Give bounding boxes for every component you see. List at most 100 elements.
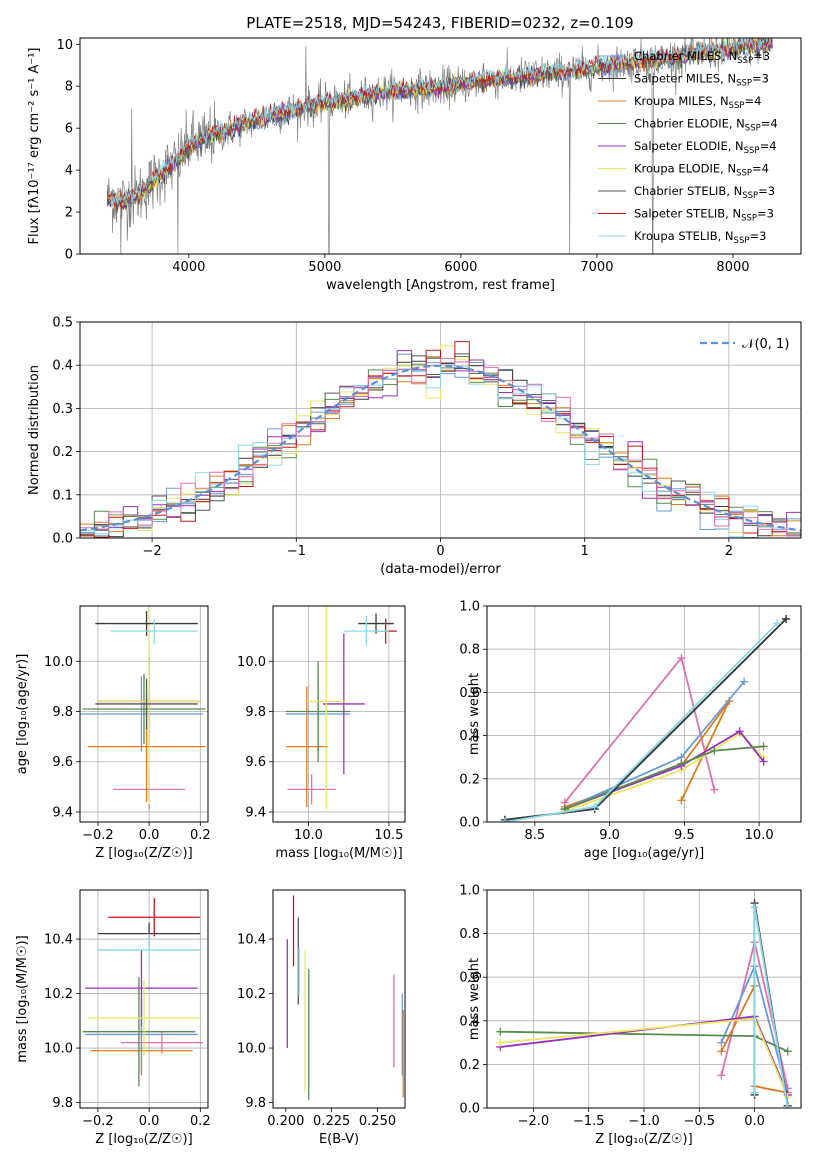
legend-subscript: SSP [736, 79, 752, 89]
weight-point-marker [717, 1047, 726, 1056]
y-tick-label: 0.8 [459, 643, 480, 658]
legend-entry: Chabrier STELIB, NSSP=3 [634, 184, 775, 201]
x-tick-label: 0.2 [190, 1114, 211, 1129]
legend-suffix: =4 [752, 162, 769, 176]
axes-frame [79, 321, 802, 539]
weight-point-marker [496, 1027, 505, 1036]
errorbar-point [85, 949, 198, 1027]
spectrum-model-line [106, 38, 773, 208]
y-tick-label: 6 [65, 122, 73, 137]
weight-point-marker [710, 785, 719, 794]
weight-point-marker [735, 727, 744, 736]
legend-entry: Kroupa STELIB, NSSP=3 [634, 229, 766, 246]
legend-entry: Kroupa ELODIE, NSSP=4 [634, 162, 769, 179]
y-tick-label: 10.2 [237, 987, 266, 1002]
legend-subscript: SSP [744, 146, 760, 156]
legend-text: Chabrier MILES, N [634, 49, 737, 63]
legend-suffix: =4 [761, 117, 778, 131]
errorbar-point [322, 633, 365, 775]
errorbar-point [97, 606, 201, 805]
y-tick-label: 0.4 [52, 359, 73, 374]
legend-entry: Salpeter STELIB, NSSP=3 [634, 207, 774, 224]
legend-entry: Kroupa MILES, NSSP=4 [634, 94, 761, 111]
errorbar-point [95, 611, 198, 637]
y-tick-label: 0.4 [459, 729, 480, 744]
weight-point-marker [677, 759, 686, 768]
y-tick-label: 10.0 [237, 1042, 266, 1057]
y-tick-label: 0.0 [459, 816, 480, 831]
y-tick-label: 0.3 [52, 402, 73, 417]
y-tick-label: 8 [65, 80, 73, 95]
y-tick-label: 9.4 [52, 805, 73, 820]
x-tick-label: 0.0 [139, 1114, 160, 1129]
weight-lines [496, 899, 792, 1108]
x-tick-label: −0.2 [82, 1114, 114, 1129]
y-tick-label: 9.8 [52, 705, 73, 720]
y-tick-label: 0.2 [459, 772, 480, 787]
weight-series-line [564, 730, 765, 810]
normal-reference-curve [80, 364, 801, 532]
x-tick-label: 8.5 [525, 828, 546, 843]
legend-subscript: SSP [741, 214, 757, 224]
x-tick-label: 9.0 [599, 828, 620, 843]
y-tick-label: 9.6 [52, 755, 73, 770]
spectrum-lines [106, 38, 773, 254]
legend-entry: Chabrier MILES, NSSP=3 [634, 49, 770, 66]
legend-subscript: SSP [745, 124, 761, 134]
errorbar-point [285, 661, 351, 762]
errorbar-point [87, 979, 201, 1057]
weight-point-marker [500, 818, 509, 822]
x-tick-label: 10.0 [745, 828, 774, 843]
errorbars [82, 898, 203, 1087]
axes-frame [272, 889, 406, 1109]
axes-frame [272, 605, 406, 823]
weight-point-marker [717, 1071, 726, 1080]
y-tick-label: 0.2 [52, 445, 73, 460]
x-axis-label: Z [log₁₀(Z/Z☉)] [95, 846, 192, 861]
weight-point-marker [783, 1104, 792, 1108]
legend-suffix: =3 [753, 49, 770, 63]
x-tick-label: 0.225 [313, 1114, 350, 1129]
x-tick-label: −1.0 [628, 1114, 660, 1129]
y-axis-label: age [log₁₀(age/yr)] [15, 654, 30, 775]
legend-text: Salpeter ELODIE, N [634, 139, 744, 153]
errorbar-point [120, 1031, 203, 1054]
axes-frame [486, 605, 802, 823]
figure-title: PLATE=2518, MJD=54243, FIBERID=0232, z=0… [246, 14, 633, 32]
y-tick-label: 9.6 [245, 755, 266, 770]
weight-point-marker [750, 1088, 759, 1097]
mass_vs_EBV-panel: 0.200 0.225 0.250 9.8 10.0 10.2 10.4 E(B-V) [237, 889, 406, 1147]
y-tick-label: 10.4 [237, 933, 266, 948]
mass_vs_Z-panel: −0.2 0.0 0.2 9.8 10.0 10.2 10.4 Z [log₁₀(Z/Z☉)]… [15, 889, 211, 1147]
y-tick-label: 0.8 [459, 927, 480, 942]
legend-suffix: =3 [757, 207, 774, 221]
x-tick-label: −0.5 [683, 1114, 715, 1129]
axes-frame [486, 889, 802, 1109]
errorbar-point [358, 613, 394, 634]
massweight_vs_age-panel: 8.5 9.0 9.5 10.0 0.0 0.2 0.4 0.6 0.8 1.0 age [log₁… [459, 600, 802, 861]
errorbar-point [82, 673, 206, 745]
legend-text: Kroupa MILES, N [634, 94, 729, 108]
axes-frame [79, 605, 209, 823]
errorbar-point [82, 977, 196, 1087]
x-tick-label: 9.5 [674, 828, 695, 843]
weight-point-marker [783, 1047, 792, 1056]
x-tick-label: −2.0 [518, 1114, 550, 1129]
spectrum-model-line [107, 38, 773, 207]
legend-text: Kroupa ELODIE, N [634, 162, 736, 176]
y-axis-label: mass weight [467, 958, 482, 1040]
legend-entry: Salpeter ELODIE, NSSP=4 [634, 139, 777, 156]
x-tick-label: 5000 [308, 260, 341, 275]
x-axis-label: wavelength [Angstrom, rest frame] [326, 278, 555, 293]
y-tick-label: 0 [65, 248, 73, 263]
x-tick-label: −1 [287, 544, 306, 559]
y-axis-label: mass [log₁₀(M/M☉)] [15, 935, 30, 1062]
legend-subscript: SSP [736, 169, 752, 179]
hist-lines [80, 341, 801, 538]
y-axis-label: Flux [fλ10⁻¹⁷ erg cm⁻² s⁻¹ A⁻¹] [27, 48, 42, 245]
weight-point-marker [782, 614, 791, 623]
spectrum-panel: 4000 5000 6000 7000 8000 0 2 4 6 8 10 wavelength [A… [27, 37, 802, 293]
x-tick-label: 0.200 [267, 1114, 304, 1129]
y-tick-label: 0.0 [459, 1102, 480, 1117]
y-tick-label: 0.4 [459, 1014, 480, 1029]
